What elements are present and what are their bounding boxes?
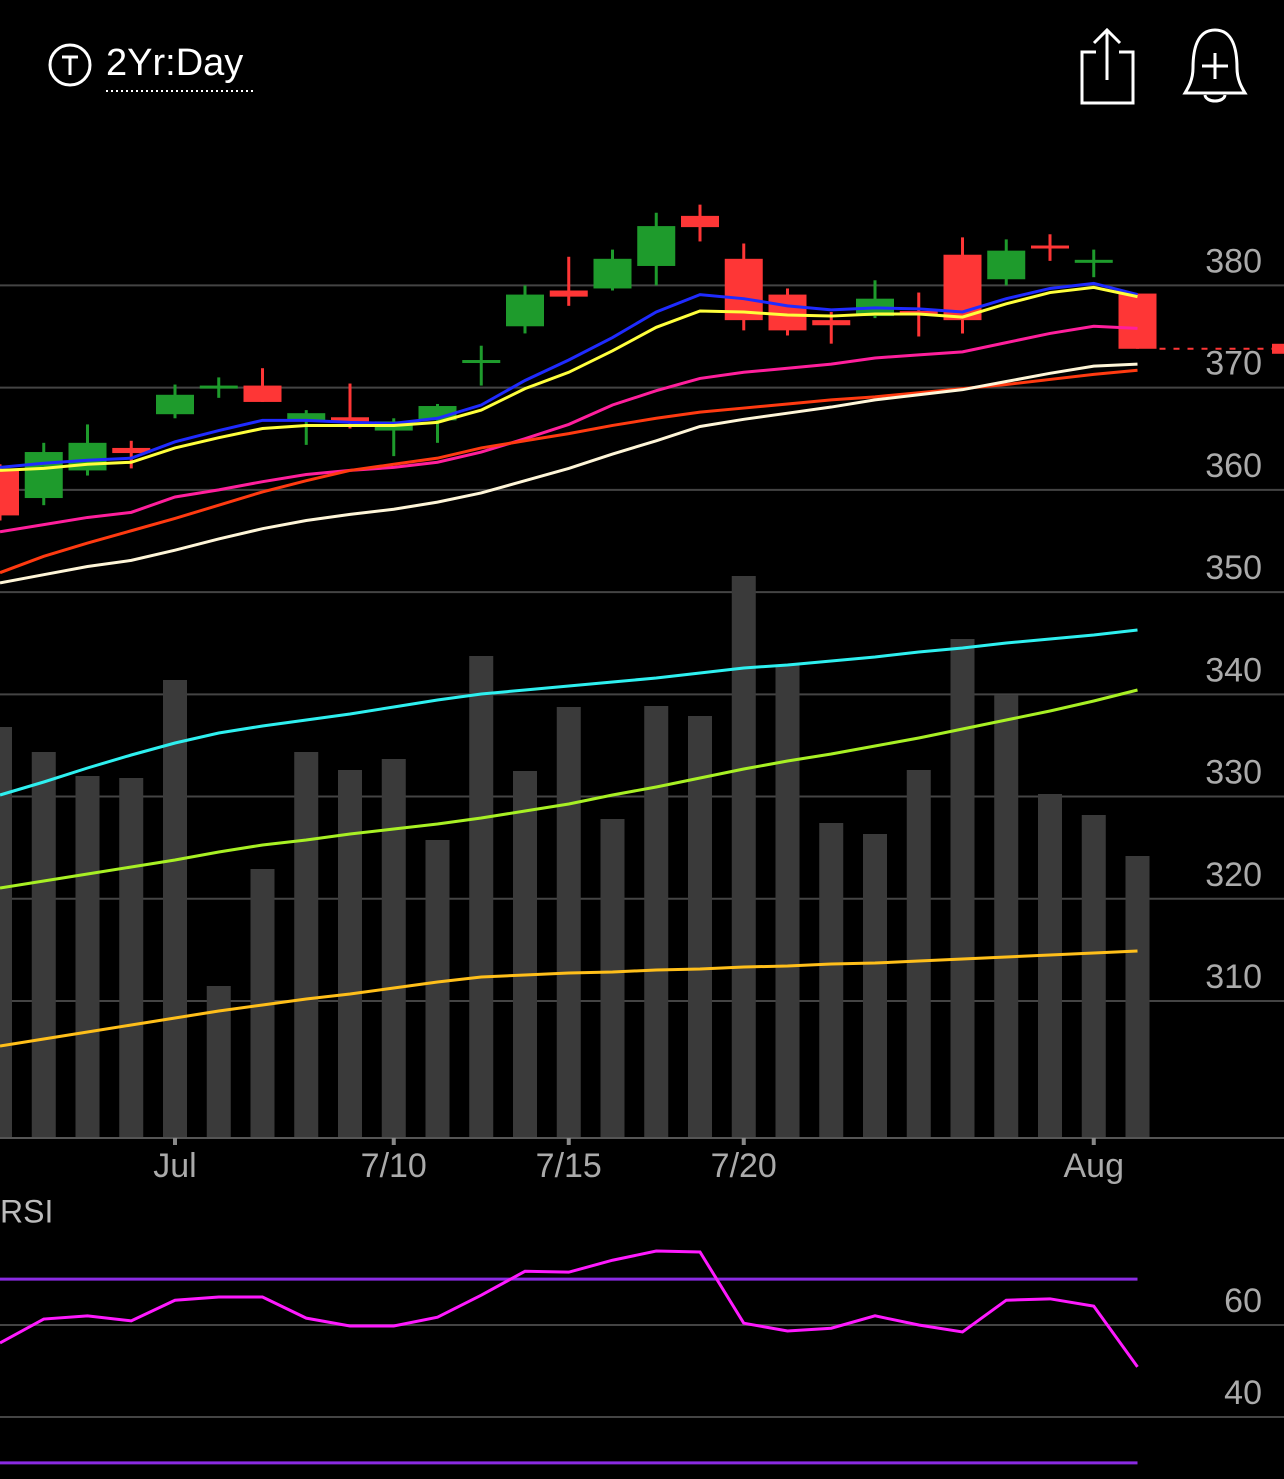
share-icon-box — [1080, 50, 1135, 105]
candle-body — [156, 394, 194, 415]
volume-bar — [1081, 815, 1106, 1138]
y-tick-label: 330 — [1205, 754, 1262, 792]
rsi-line — [0, 1249, 1139, 1368]
candle-body — [1074, 259, 1113, 263]
volume-moving-average — [0, 688, 1138, 890]
volume-bar — [469, 656, 494, 1138]
x-tick-label: 7/20 — [711, 1147, 777, 1185]
candle-body — [987, 250, 1026, 280]
volume-bar — [513, 771, 537, 1138]
timeframe-label: 2Yr:Day — [106, 42, 243, 84]
candle-body — [331, 417, 369, 422]
timeframe-icon — [48, 43, 92, 87]
rsi-title: RSI — [0, 1193, 53, 1229]
candle-body — [1031, 245, 1069, 249]
candle-body — [0, 470, 19, 516]
last-price-tag — [1272, 343, 1284, 354]
candle-body — [506, 294, 544, 327]
volume-bar — [75, 776, 100, 1138]
volume-bar — [556, 707, 581, 1138]
volume-bar — [0, 727, 12, 1138]
volume-bar — [906, 770, 931, 1138]
candle-body — [287, 413, 326, 422]
candle-body — [112, 447, 151, 454]
y-tick-label: 340 — [1205, 651, 1262, 689]
y-tick-label: 370 — [1205, 345, 1262, 383]
volume-bar — [381, 759, 406, 1138]
bell-icon — [1182, 28, 1248, 95]
candle-body — [768, 294, 807, 331]
candle-body — [637, 226, 676, 266]
volume-bar — [600, 819, 625, 1138]
y-tick-label: 310 — [1205, 958, 1262, 996]
volume-bar — [119, 778, 144, 1138]
y-tick-label: 350 — [1205, 549, 1262, 587]
candle-body — [199, 385, 238, 389]
candle-body — [899, 310, 938, 314]
candle-body — [812, 320, 851, 326]
volume-bar — [819, 823, 844, 1138]
volume-bar — [425, 840, 450, 1138]
y-tick-label: 380 — [1205, 242, 1262, 280]
y-tick-label: 320 — [1205, 856, 1262, 894]
candle-body — [24, 452, 63, 499]
volume-moving-average — [0, 949, 1138, 1048]
share-icon-arrow — [1092, 27, 1122, 80]
volume-bar — [338, 770, 362, 1138]
price-moving-average — [0, 281, 1138, 469]
price-moving-average — [0, 324, 1138, 534]
volume-bar — [775, 665, 800, 1138]
y-tick-label: 60 — [1224, 1282, 1262, 1320]
candle-body — [549, 290, 588, 297]
y-tick-label: 360 — [1205, 447, 1262, 485]
x-tick-label: Aug — [1064, 1147, 1125, 1185]
timeframe-icon-glyph — [62, 55, 78, 75]
volume-moving-average — [0, 628, 1138, 797]
candle-body — [462, 360, 501, 364]
price-moving-average — [0, 362, 1138, 585]
volume-bar — [1125, 856, 1150, 1138]
volume-bar — [644, 706, 669, 1138]
volume-bar — [163, 680, 187, 1138]
candle-body — [593, 258, 632, 289]
timeframe-button[interactable]: 2Yr:Day — [48, 42, 256, 92]
x-tick-label: Jul — [153, 1147, 196, 1185]
candle-body — [681, 215, 719, 228]
volume-bar — [731, 576, 756, 1138]
volume-bar — [863, 834, 887, 1138]
y-tick-label: 40 — [1224, 1374, 1262, 1412]
price-moving-average — [0, 285, 1138, 472]
share-button[interactable] — [1080, 27, 1135, 105]
alert-button[interactable] — [1182, 28, 1248, 103]
candle-body — [243, 385, 282, 402]
candle-body — [1118, 293, 1157, 349]
bell-clapper — [1203, 94, 1227, 103]
volume-bar — [950, 639, 975, 1138]
bell-plus — [1202, 53, 1228, 79]
volume-bar — [688, 716, 712, 1138]
volume-bar — [294, 752, 319, 1138]
x-tick-label: 7/10 — [361, 1147, 427, 1185]
volume-bar — [31, 752, 56, 1138]
x-tick-label: 7/15 — [536, 1147, 602, 1185]
candle-body — [724, 258, 763, 321]
volume-bar — [1038, 794, 1062, 1138]
volume-bar — [994, 695, 1019, 1138]
